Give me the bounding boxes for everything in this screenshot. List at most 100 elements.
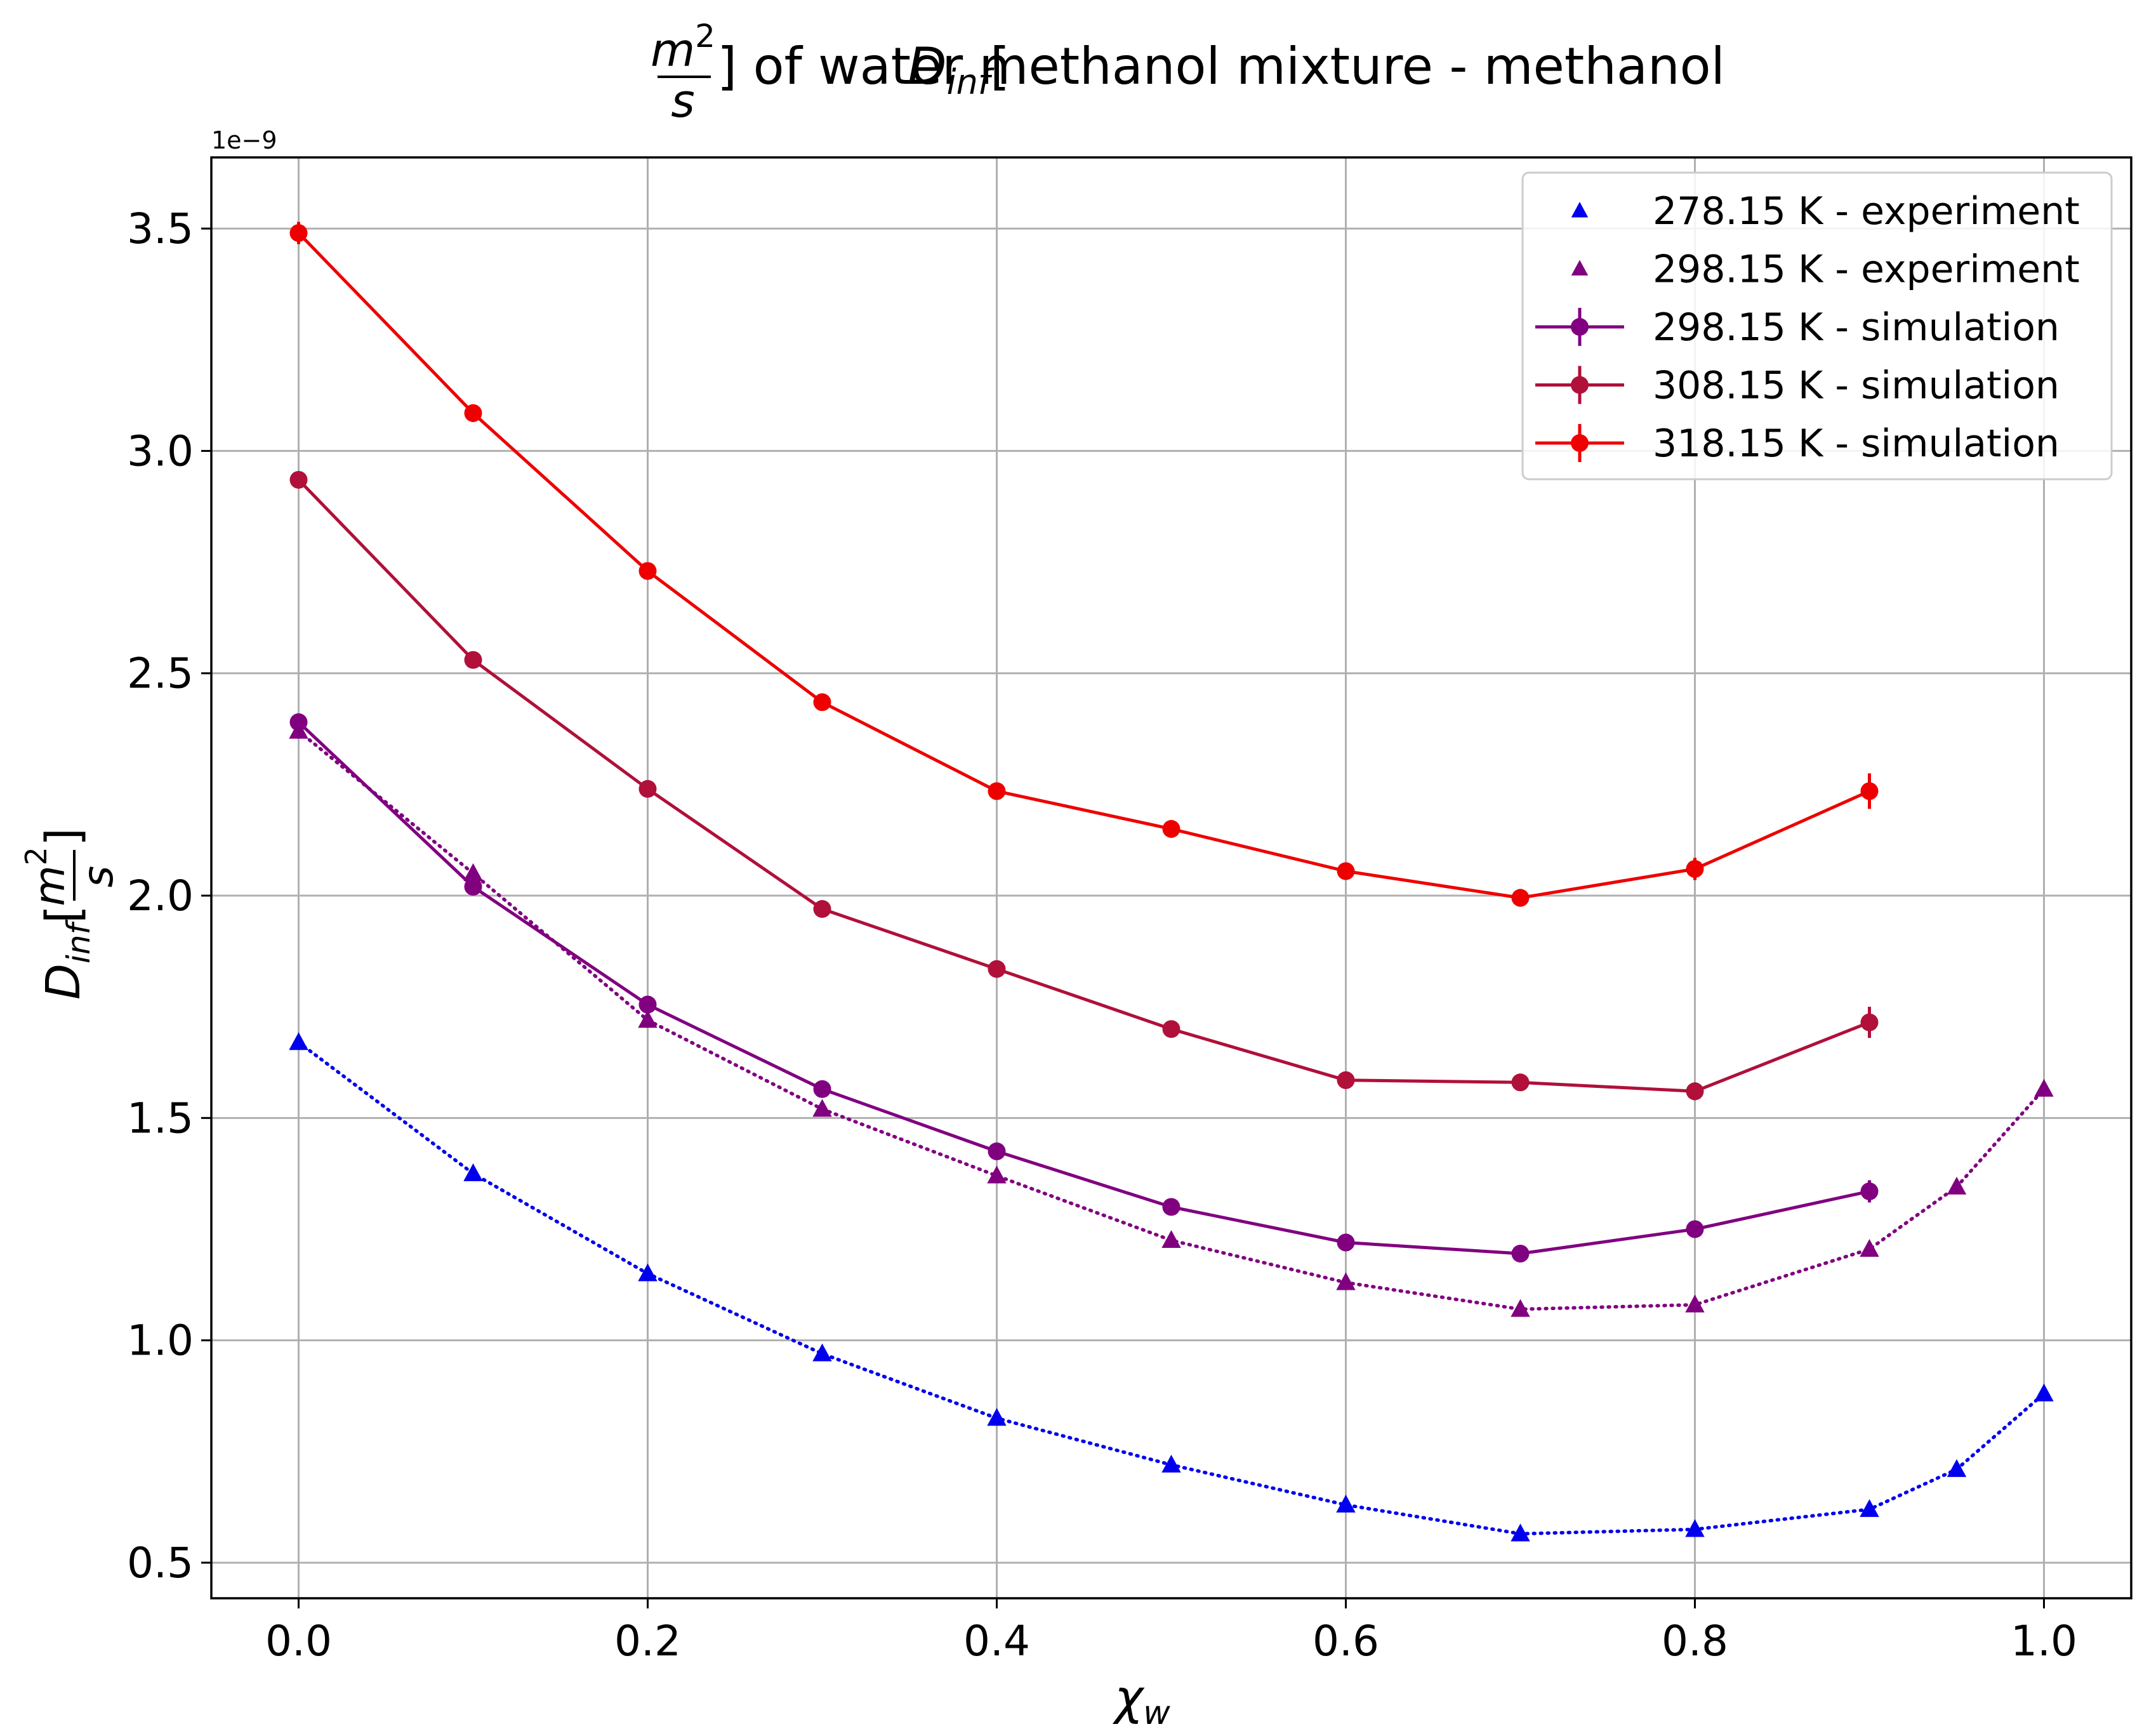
data-point bbox=[289, 713, 308, 731]
data-point bbox=[988, 782, 1006, 800]
data-point bbox=[638, 562, 657, 580]
title-rest: ] of water methanol mixture - methanol bbox=[717, 37, 1725, 96]
data-point bbox=[1162, 1198, 1180, 1216]
data-point bbox=[987, 1165, 1007, 1184]
data-point bbox=[638, 1010, 658, 1028]
data-point bbox=[987, 1408, 1007, 1426]
series-simulation-4 bbox=[289, 222, 1879, 907]
data-point bbox=[1511, 1523, 1530, 1542]
data-point bbox=[813, 693, 831, 712]
y-tick-label: 3.5 bbox=[127, 204, 194, 253]
y-axis-unit-exponent: 2 bbox=[19, 847, 53, 865]
data-point bbox=[464, 404, 482, 422]
series-simulation-2 bbox=[289, 713, 1879, 1263]
y-axis-unit-numerator: m bbox=[25, 865, 74, 906]
data-point bbox=[1161, 1230, 1181, 1249]
svg-text:m2: m2 bbox=[651, 18, 715, 77]
chart-title: Dinf[ bbox=[908, 37, 1010, 102]
legend-marker bbox=[1571, 376, 1589, 394]
series-simulation-3 bbox=[289, 470, 1879, 1101]
x-tick-label: 1.0 bbox=[2011, 1617, 2077, 1666]
series-experiment-1 bbox=[289, 720, 2054, 1317]
x-tick-label: 0.6 bbox=[1313, 1617, 1379, 1666]
x-tick-label: 0.8 bbox=[1662, 1617, 1728, 1666]
svg-text:Dinf[: Dinf[ bbox=[36, 905, 97, 1000]
data-point bbox=[638, 995, 657, 1014]
data-point bbox=[1336, 1272, 1356, 1290]
y-tick-label: 1.0 bbox=[127, 1316, 194, 1365]
y-offset-text: 1e−9 bbox=[211, 126, 277, 154]
title-unit-denominator: s bbox=[671, 74, 695, 128]
legend-item: 308.15 K - simulation bbox=[1535, 364, 2060, 408]
data-point bbox=[463, 1163, 483, 1181]
data-point bbox=[1511, 1245, 1530, 1263]
x-tick-label: 0.2 bbox=[614, 1617, 681, 1666]
data-point bbox=[1686, 1220, 1704, 1238]
data-point bbox=[1947, 1176, 1967, 1195]
data-point bbox=[1860, 1182, 1879, 1200]
series-line bbox=[297, 720, 1870, 1256]
svg-text:]: ] bbox=[36, 828, 91, 846]
title-symbol: D bbox=[908, 37, 947, 96]
data-point bbox=[1511, 1073, 1530, 1092]
data-point bbox=[1336, 1494, 1356, 1513]
legend-label: 318.15 K - simulation bbox=[1653, 421, 2060, 466]
title-subscript: inf bbox=[947, 62, 995, 102]
series-line bbox=[296, 1040, 2046, 1536]
legend-item: 278.15 K - experiment bbox=[1571, 189, 2080, 234]
legend-marker bbox=[1571, 434, 1589, 452]
data-point bbox=[1860, 1013, 1879, 1031]
data-point bbox=[812, 1343, 832, 1362]
data-point bbox=[1947, 1459, 1967, 1477]
data-point bbox=[813, 900, 831, 918]
data-point bbox=[1161, 1454, 1181, 1473]
series-line bbox=[296, 729, 2046, 1311]
data-point bbox=[638, 1263, 658, 1282]
data-point bbox=[289, 470, 308, 489]
data-point bbox=[638, 779, 657, 798]
data-point bbox=[289, 1032, 308, 1050]
data-point bbox=[2034, 1078, 2054, 1097]
data-point bbox=[1337, 862, 1355, 880]
y-axis-symbol: D bbox=[36, 964, 91, 1000]
series-layer bbox=[289, 222, 2054, 1542]
legend-box bbox=[1521, 171, 2113, 480]
x-axis-label: χw bbox=[1112, 1669, 1170, 1732]
legend-label: 298.15 K - experiment bbox=[1653, 248, 2080, 292]
data-point bbox=[2034, 1383, 2054, 1401]
y-axis-unit-denominator: s bbox=[74, 866, 122, 887]
legend-item: 298.15 K - experiment bbox=[1571, 248, 2080, 292]
title-unit-numerator: m bbox=[651, 23, 695, 77]
y-tick-label: 3.0 bbox=[127, 427, 194, 475]
ticks: 0.0 0.2 0.4 0.6 0.8 1.0 0.5 1.0 1.5 2.0 2.5 3.0 3.5 bbox=[127, 204, 2077, 1666]
legend: 278.15 K - experiment 298.15 K - experime… bbox=[1521, 171, 2113, 480]
svg-text:m2: m2 bbox=[19, 847, 74, 906]
data-point bbox=[1511, 1299, 1530, 1317]
data-point bbox=[1337, 1071, 1355, 1089]
series-line bbox=[297, 232, 1870, 899]
y-tick-label: 2.0 bbox=[127, 871, 194, 920]
y-tick-label: 0.5 bbox=[127, 1539, 194, 1587]
data-point bbox=[988, 1142, 1006, 1160]
data-point bbox=[812, 1099, 832, 1117]
data-point bbox=[813, 1080, 831, 1098]
x-tick-label: 0.0 bbox=[265, 1617, 332, 1666]
legend-marker bbox=[1571, 318, 1589, 336]
y-tick-label: 2.5 bbox=[127, 649, 194, 698]
data-point bbox=[464, 651, 482, 669]
data-point bbox=[1860, 1239, 1879, 1257]
legend-label: 278.15 K - experiment bbox=[1653, 189, 2080, 234]
data-point bbox=[1686, 1082, 1704, 1101]
series-line bbox=[297, 479, 1870, 1093]
title-unit-exponent: 2 bbox=[695, 18, 715, 55]
plot-frame bbox=[210, 156, 2132, 1600]
legend-item: 298.15 K - simulation bbox=[1535, 305, 2060, 350]
data-point bbox=[1162, 1020, 1180, 1038]
legend-marker bbox=[1571, 260, 1589, 275]
x-axis-symbol: χ bbox=[1112, 1669, 1145, 1725]
legend-marker bbox=[1571, 202, 1589, 218]
series-experiment-0 bbox=[289, 1032, 2054, 1542]
data-point bbox=[464, 878, 482, 896]
y-axis-subscript: inf bbox=[60, 919, 97, 964]
